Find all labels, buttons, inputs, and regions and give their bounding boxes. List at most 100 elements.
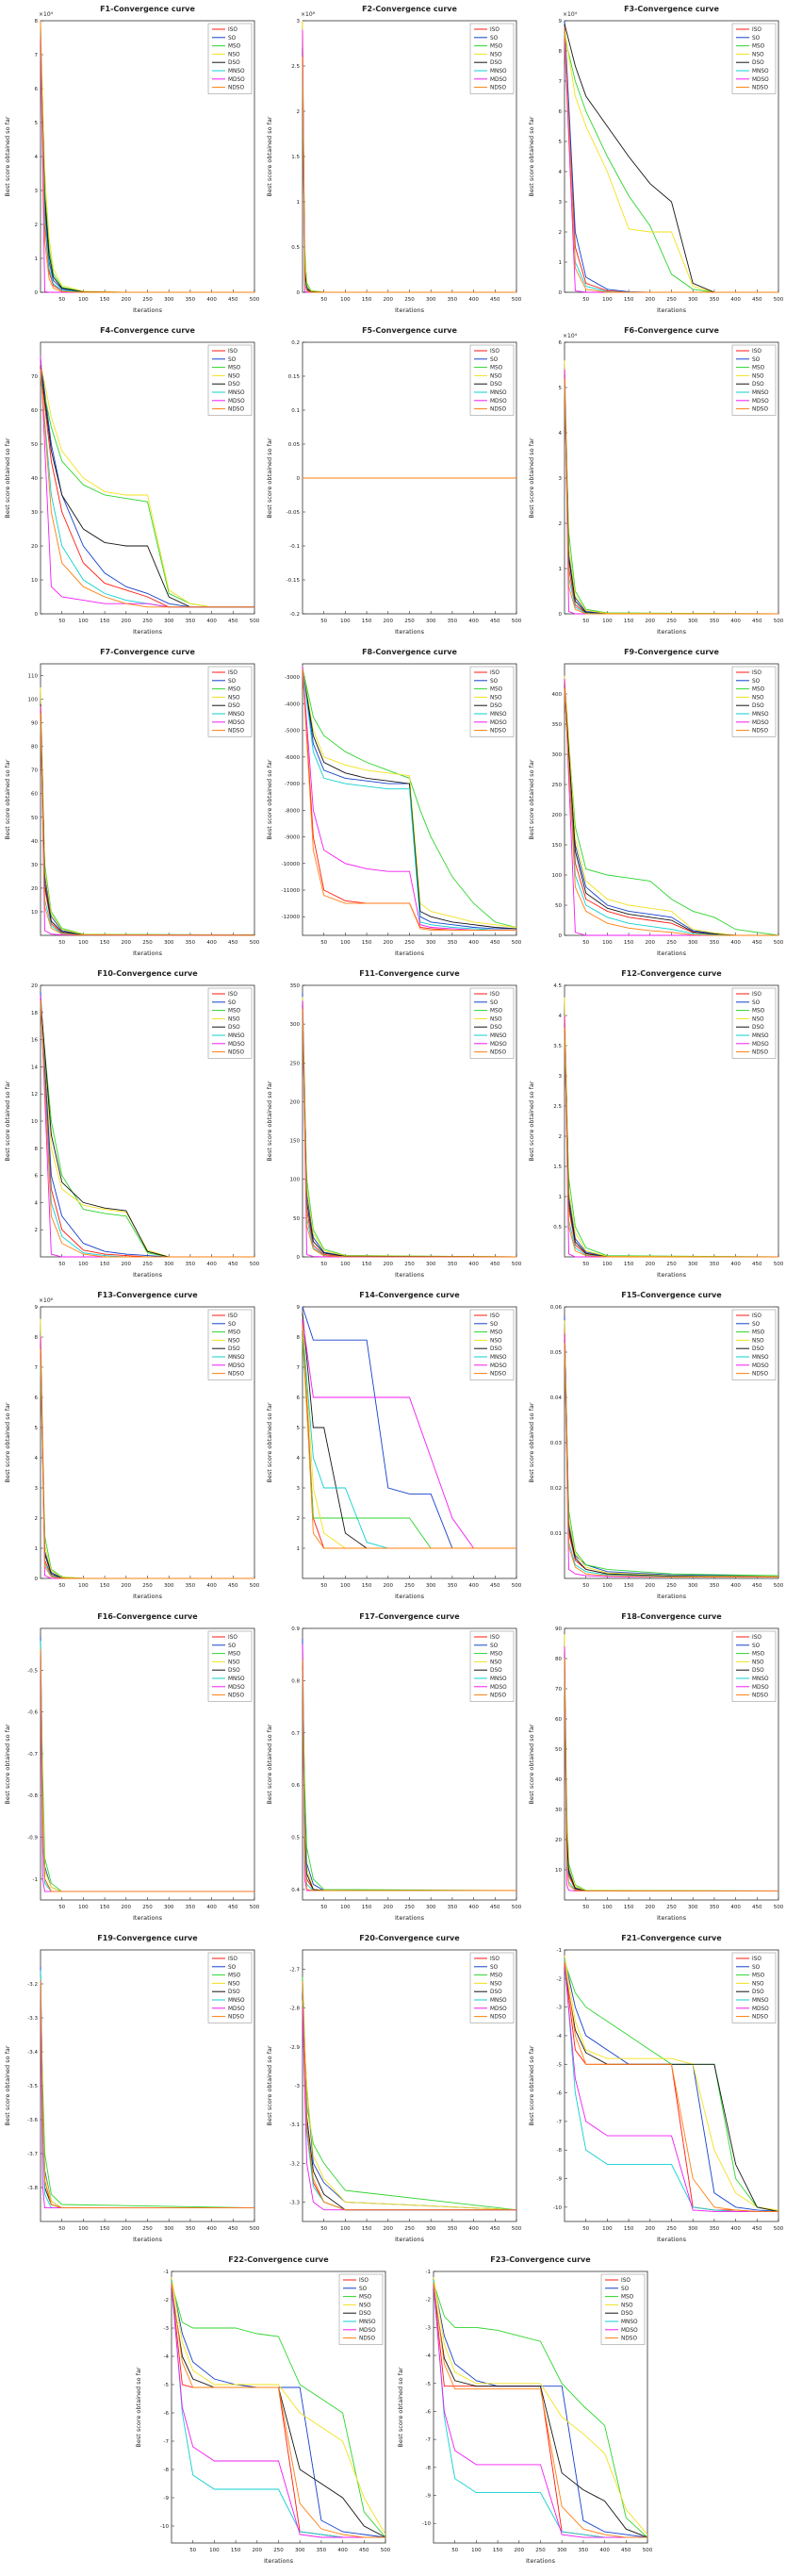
legend-label: MDSO <box>752 77 769 83</box>
series-NDSO <box>564 26 778 293</box>
y-tick-label: 70 <box>31 768 38 774</box>
series-SO <box>302 2007 517 2211</box>
legend-label: NDSO <box>490 1372 506 1378</box>
x-tick-label: 150 <box>362 2226 372 2232</box>
y-tick-label: 2 <box>35 223 39 228</box>
x-tick-label: 200 <box>384 940 394 946</box>
x-axis-label: Iterations <box>133 2236 163 2243</box>
legend-label: NDSO <box>621 2337 637 2342</box>
legend-label: SO <box>228 36 237 41</box>
legend-label: DSO <box>490 1668 502 1674</box>
y-tick-label: 350 <box>552 722 563 728</box>
x-tick-label: 200 <box>122 1905 132 1910</box>
y-tick-label: 0.4 <box>291 1888 300 1893</box>
y-tick-label: 3 <box>297 1486 301 1492</box>
x-tick-label: 50 <box>582 1583 589 1589</box>
y-tick-label: -3.7 <box>27 2152 38 2157</box>
legend-label: MDSO <box>228 399 245 405</box>
y-tick-label: 14 <box>31 1065 38 1070</box>
chart-cell-F1: F1-Convergence curve 50 100 150 200 250 300 350… <box>0 0 262 322</box>
legend-label: ISO <box>490 1957 499 1962</box>
y-axis-exponent: ×10⁸ <box>301 11 316 18</box>
x-tick-label: 150 <box>624 2226 634 2232</box>
y-tick-label: -9 <box>426 2494 432 2500</box>
x-tick-label: 150 <box>624 1262 634 1267</box>
y-axis-label: Best score obtained so far <box>266 1081 273 1161</box>
series-MSO <box>564 387 779 615</box>
y-tick-label: 2 <box>297 109 301 115</box>
chart-cell-F2: F2-Convergence curve 50 100 150 200 250 300 350… <box>262 0 524 322</box>
series-DSO <box>40 703 255 936</box>
y-tick-label: 7 <box>559 79 563 85</box>
y-tick-label: 40 <box>31 839 38 845</box>
legend-label: ISO <box>490 992 499 998</box>
legend-box <box>469 23 515 94</box>
x-tick-label: 450 <box>490 1905 500 1910</box>
y-tick-label: -2.8 <box>289 2006 300 2012</box>
legend-label: SO <box>490 36 499 41</box>
legend-label: SO <box>752 679 761 685</box>
legend-box <box>600 2273 646 2345</box>
chart-cell-F3: F3-Convergence curve 50 100 150 200 250 300 350… <box>524 0 786 322</box>
x-tick-label: 150 <box>100 1262 110 1267</box>
x-tick-label: 300 <box>164 2226 174 2232</box>
y-axis-label: Best score obtained so far <box>528 2045 535 2125</box>
legend-label: MDSO <box>228 1042 245 1048</box>
x-tick-label: 350 <box>448 297 458 303</box>
series-NDSO <box>40 1980 254 2209</box>
legend-box <box>731 666 777 737</box>
y-tick-label: -2.9 <box>289 2045 300 2051</box>
y-tick-label: -3.4 <box>27 2050 38 2056</box>
y-tick-label: -9000 <box>285 835 300 841</box>
y-tick-label: -0.5 <box>27 1668 38 1674</box>
legend-label: NDSO <box>228 1372 244 1378</box>
y-tick-label: 0.1 <box>291 408 300 414</box>
x-tick-label: 200 <box>253 2548 263 2553</box>
y-tick-label: 0.8 <box>291 1678 300 1684</box>
x-tick-label: 250 <box>142 1905 153 1910</box>
y-tick-label: 0.05 <box>550 1350 563 1356</box>
legend-label: MNSO <box>490 69 507 74</box>
legend-label: DSO <box>752 60 764 66</box>
y-tick-label: 2 <box>559 230 563 236</box>
chart-cell-F12: F12-Convergence curve 50 100 150 200 250 300 35… <box>524 965 786 1286</box>
x-tick-label: 50 <box>58 1262 65 1267</box>
x-tick-label: 250 <box>666 1905 677 1910</box>
legend-label: DSO <box>752 1668 764 1674</box>
y-tick-label: 0.02 <box>550 1486 562 1492</box>
legend-box <box>469 344 515 416</box>
x-tick-label: 500 <box>774 297 784 303</box>
legend-label: DSO <box>621 2311 633 2317</box>
legend-label: NSO <box>490 695 502 701</box>
legend-label: MNSO <box>228 1676 245 1682</box>
y-tick-label: 250 <box>552 783 563 788</box>
legend-label: NDSO <box>359 2337 375 2342</box>
x-axis-label: Iterations <box>133 1271 163 1279</box>
y-tick-label: 8 <box>35 19 39 25</box>
legend-label: SO <box>621 2287 630 2292</box>
y-axis-label: Best score obtained so far <box>528 1402 535 1482</box>
x-tick-label: 500 <box>250 940 260 946</box>
legend-box <box>207 1952 253 2023</box>
x-tick-label: 100 <box>340 1262 351 1267</box>
x-tick-label: 300 <box>688 1262 698 1267</box>
chart-title: F16-Convergence curve <box>97 1612 198 1621</box>
legend-label: MSO <box>490 366 503 372</box>
x-tick-label: 500 <box>250 2226 260 2232</box>
x-tick-label: 500 <box>512 297 522 303</box>
chart-title: F19-Convergence curve <box>97 1934 198 1942</box>
series-ISO <box>564 1027 778 1258</box>
y-tick-label: -3 <box>557 2006 563 2011</box>
y-tick-label: 2 <box>297 1516 301 1522</box>
legend-label: NDSO <box>752 729 768 735</box>
legend-box <box>731 987 777 1059</box>
y-tick-label: -3 <box>164 2326 170 2332</box>
x-tick-label: 50 <box>58 2226 65 2232</box>
x-axis-label: Iterations <box>395 949 425 957</box>
chart-cell-F10: F10-Convergence curve 50 100 150 200 250 300 35… <box>0 965 262 1286</box>
y-tick-label: -0.9 <box>27 1836 38 1841</box>
x-tick-label: 400 <box>468 1583 479 1589</box>
